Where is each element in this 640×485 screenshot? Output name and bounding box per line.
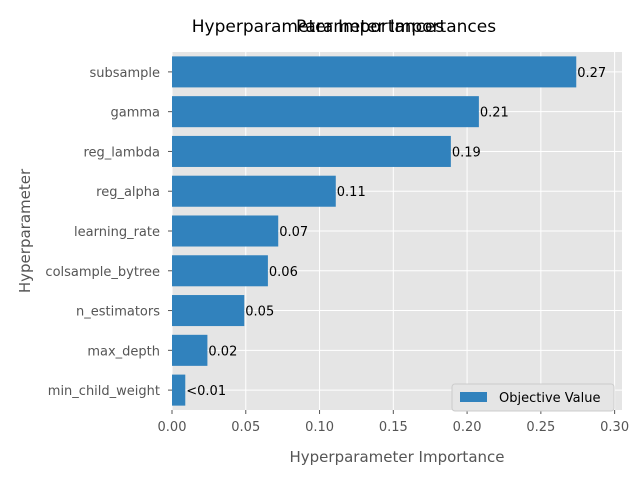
x-tick-label: 0.10 <box>305 420 334 435</box>
x-tick-label: 0.15 <box>379 420 408 435</box>
x-tick-label: 0.20 <box>453 420 482 435</box>
bar <box>172 215 279 247</box>
y-tick-label: gamma <box>110 106 160 121</box>
bar <box>172 56 577 88</box>
legend-swatch <box>460 392 487 402</box>
bar <box>172 374 186 406</box>
bar-value-label: 0.19 <box>452 145 481 160</box>
legend-box <box>451 383 615 412</box>
bars <box>172 56 577 406</box>
y-tick-labels: min_child_weight max_depth n_estimators col… <box>45 66 172 399</box>
y-tick-label: n_estimators <box>76 305 160 320</box>
bar <box>172 334 208 366</box>
legend-label: Objective Value <box>499 391 600 406</box>
y-tick-label: min_child_weight <box>48 384 160 399</box>
y-tick-label: learning_rate <box>74 225 160 240</box>
bar <box>172 255 268 287</box>
value-labels: <0.01 0.02 0.05 0.06 0.07 0.11 0.19 0.21 0.27 <box>186 66 606 399</box>
y-tick-label: max_depth <box>87 344 160 359</box>
bar <box>172 135 451 167</box>
bar-value-label: 0.11 <box>337 185 366 200</box>
bar-value-label: 0.21 <box>480 106 509 121</box>
bar <box>172 295 245 327</box>
bar-value-label: 0.02 <box>208 344 237 359</box>
x-axis-label: Hyperparameter Importance <box>290 448 505 466</box>
y-tick-label: subsample <box>89 66 160 81</box>
bar-value-label: 0.06 <box>269 265 298 280</box>
bar <box>172 96 479 128</box>
x-tick-label: 0.25 <box>526 420 555 435</box>
y-tick-label: colsample_bytree <box>45 265 160 280</box>
bar-value-label: 0.07 <box>279 225 308 240</box>
chart-title-overlay: Parameter Importances <box>296 17 496 37</box>
y-tick-label: reg_alpha <box>96 185 160 200</box>
bar <box>172 175 336 207</box>
x-tick-labels: 0.00 0.05 0.10 0.15 0.20 0.25 0.30 <box>158 410 629 435</box>
chart-title: Hyperparameter Importances <box>192 17 445 37</box>
bar-value-label: 0.05 <box>245 305 274 320</box>
x-tick-label: 0.05 <box>231 420 260 435</box>
bar-value-label: <0.01 <box>186 384 226 399</box>
y-axis-label: Hyperparameter <box>16 168 34 293</box>
x-tick-label: 0.30 <box>600 420 629 435</box>
bar-value-label: 0.27 <box>577 66 606 81</box>
legend: Objective Value <box>451 383 615 412</box>
x-tick-label: 0.00 <box>158 420 187 435</box>
y-tick-label: reg_lambda <box>83 145 160 160</box>
